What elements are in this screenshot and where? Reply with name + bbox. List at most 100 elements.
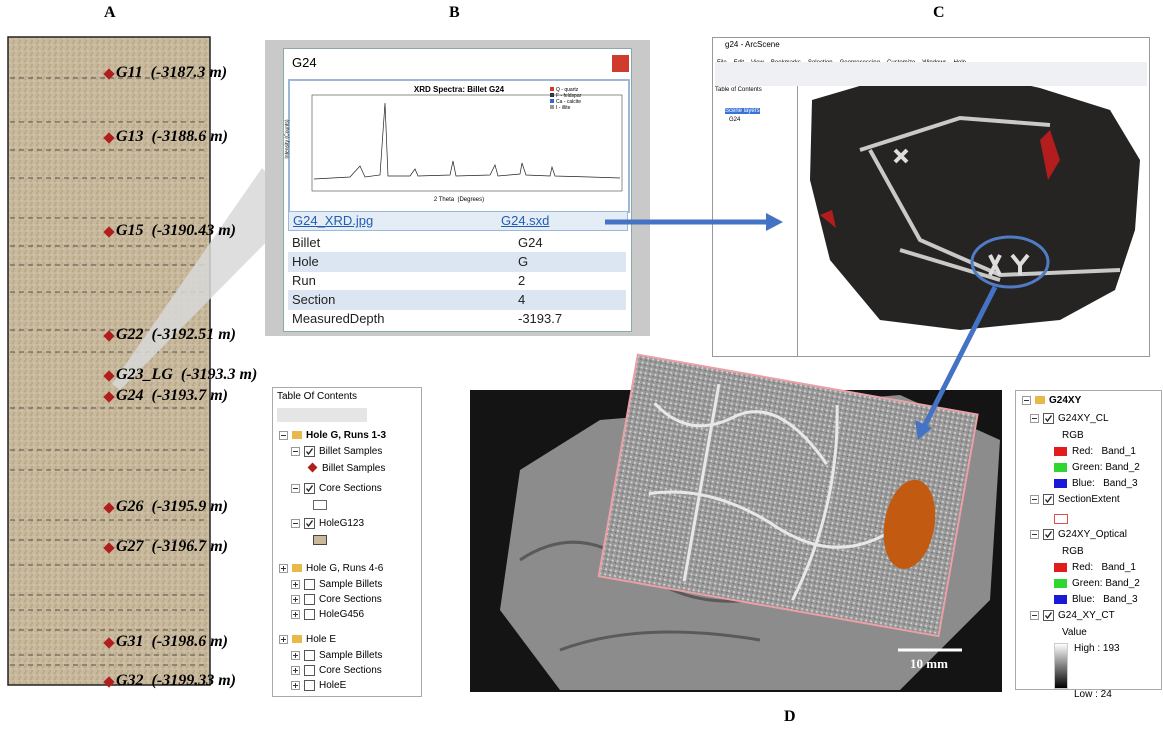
legend-row: G24_XY_CT	[1030, 610, 1115, 621]
layer-name[interactable]: G24_XY_CT	[1058, 610, 1115, 621]
layer-name[interactable]: SectionExtent	[1058, 494, 1120, 505]
checkbox[interactable]	[304, 579, 315, 590]
figure: { "panel_labels": ["A", "B", "C", "D"], …	[0, 0, 1163, 729]
legend-row: Red: Band_1	[1054, 562, 1136, 573]
attribute-row: MeasuredDepth-3193.7	[288, 309, 626, 329]
layer-name[interactable]: G24XY_Optical	[1058, 529, 1127, 540]
legend-row: Blue: Band_3	[1054, 594, 1138, 605]
scene-toc: Table of Contents Scene layers G24	[713, 86, 798, 356]
expander[interactable]	[291, 666, 300, 675]
layer-name[interactable]: HoleG123	[319, 518, 364, 529]
close-button[interactable]	[612, 55, 629, 72]
layer-name[interactable]: Billet Samples	[319, 446, 382, 457]
attribute-value: -3193.7	[518, 309, 562, 329]
expander[interactable]	[1030, 611, 1039, 620]
checkbox[interactable]	[304, 609, 315, 620]
extent-symbol	[1054, 514, 1068, 524]
check-path	[307, 486, 313, 492]
checkbox[interactable]	[304, 483, 315, 494]
expander[interactable]	[279, 635, 288, 644]
sample-label: G23_LG (-3193.3 m)	[116, 366, 257, 384]
expander[interactable]	[1030, 414, 1039, 423]
toc-layer[interactable]: G24	[729, 117, 740, 123]
expander[interactable]	[291, 519, 300, 528]
checkbox[interactable]	[1043, 413, 1054, 424]
checkbox[interactable]	[1043, 529, 1054, 540]
layer-name[interactable]: Core Sections	[319, 594, 382, 605]
checkbox[interactable]	[304, 594, 315, 605]
attribute-name: Run	[292, 271, 316, 291]
expander[interactable]	[1030, 495, 1039, 504]
toc-group: Hole G, Runs 1-3	[279, 430, 386, 441]
expander[interactable]	[291, 595, 300, 604]
layer-name[interactable]: Sample Billets	[319, 650, 382, 661]
legend-row: Value	[1062, 627, 1087, 638]
renderer-label: RGB	[1062, 546, 1084, 557]
legend-row: Green: Band_2	[1054, 578, 1140, 589]
legend-row: G24XY_CL	[1030, 413, 1109, 424]
layer-name[interactable]: Sample Billets	[319, 579, 382, 590]
layer-name[interactable]: Core Sections	[319, 665, 382, 676]
expander[interactable]	[291, 651, 300, 660]
xrd-chart: XRD Spectra: Billet G24 2 Theta (Degrees…	[288, 79, 630, 213]
checkbox[interactable]	[304, 446, 315, 457]
toc-symbol	[313, 535, 327, 545]
check-mark	[305, 519, 314, 528]
checkbox[interactable]	[304, 518, 315, 529]
ramp-high: High : 193	[1074, 643, 1120, 654]
symbol-marker	[308, 463, 318, 473]
attribute-value: 2	[518, 271, 525, 291]
layer-name[interactable]: HoleG456	[319, 609, 364, 620]
expander[interactable]	[291, 681, 300, 690]
check-mark	[1044, 530, 1053, 539]
attribute-value: G24	[518, 233, 543, 253]
symbol-label: Billet Samples	[322, 463, 385, 474]
folder-icon	[292, 564, 302, 572]
layer-name[interactable]: Core Sections	[319, 483, 382, 494]
checkbox[interactable]	[304, 650, 315, 661]
expander[interactable]	[279, 431, 288, 440]
expander[interactable]	[279, 564, 288, 573]
checkbox[interactable]	[1043, 610, 1054, 621]
popup-title: G24	[292, 55, 317, 70]
expander[interactable]	[291, 580, 300, 589]
toc-toolbar	[277, 408, 367, 422]
expander[interactable]	[1030, 530, 1039, 539]
file-link[interactable]: G24_XRD.jpg	[293, 213, 373, 228]
sample-label: G24 (-3193.7 m)	[116, 387, 228, 405]
toc-layer: Core Sections	[291, 665, 382, 676]
checkbox[interactable]	[304, 680, 315, 691]
xrd-plot	[290, 81, 628, 211]
toc-layer: Core Sections	[291, 483, 382, 494]
layer-name[interactable]: G24XY_CL	[1058, 413, 1109, 424]
folder-icon	[1035, 396, 1045, 404]
expander[interactable]	[291, 484, 300, 493]
toc-layer: HoleG456	[291, 609, 364, 620]
toc-layer[interactable]: Scene layers	[725, 108, 760, 114]
band-label: Red: Band_1	[1072, 446, 1136, 457]
attribute-row: Run 2	[288, 271, 626, 291]
sample-label: G32 (-3199.33 m)	[116, 672, 236, 690]
group-name: Hole E	[306, 634, 336, 645]
check-mark	[305, 484, 314, 493]
checkbox[interactable]	[304, 665, 315, 676]
attribute-table: BilletG24HoleGRun2Section4MeasuredDepth-…	[288, 233, 626, 329]
file-link[interactable]: G24.sxd	[501, 213, 549, 228]
check-path	[1046, 497, 1052, 503]
expander[interactable]	[291, 610, 300, 619]
check-mark	[1044, 414, 1053, 423]
attribute-popup: G24 XRD Spectra: Billet G24 2 Theta (Deg…	[283, 48, 632, 332]
window-title: g24 - ArcScene	[725, 40, 780, 49]
sample-label: G27 (-3196.7 m)	[116, 538, 228, 556]
expander[interactable]	[1022, 396, 1031, 405]
checkbox[interactable]	[1043, 494, 1054, 505]
menu-bar: FileEditViewBookmarksSelectionGeoprocess…	[717, 51, 1149, 61]
folder-icon	[292, 431, 302, 439]
sample-label: G31 (-3198.6 m)	[116, 633, 228, 651]
toc-layer: Core Sections	[291, 594, 382, 605]
expander[interactable]	[291, 447, 300, 456]
band-label: Green: Band_2	[1072, 462, 1140, 473]
layer-name[interactable]: HoleE	[319, 680, 346, 691]
